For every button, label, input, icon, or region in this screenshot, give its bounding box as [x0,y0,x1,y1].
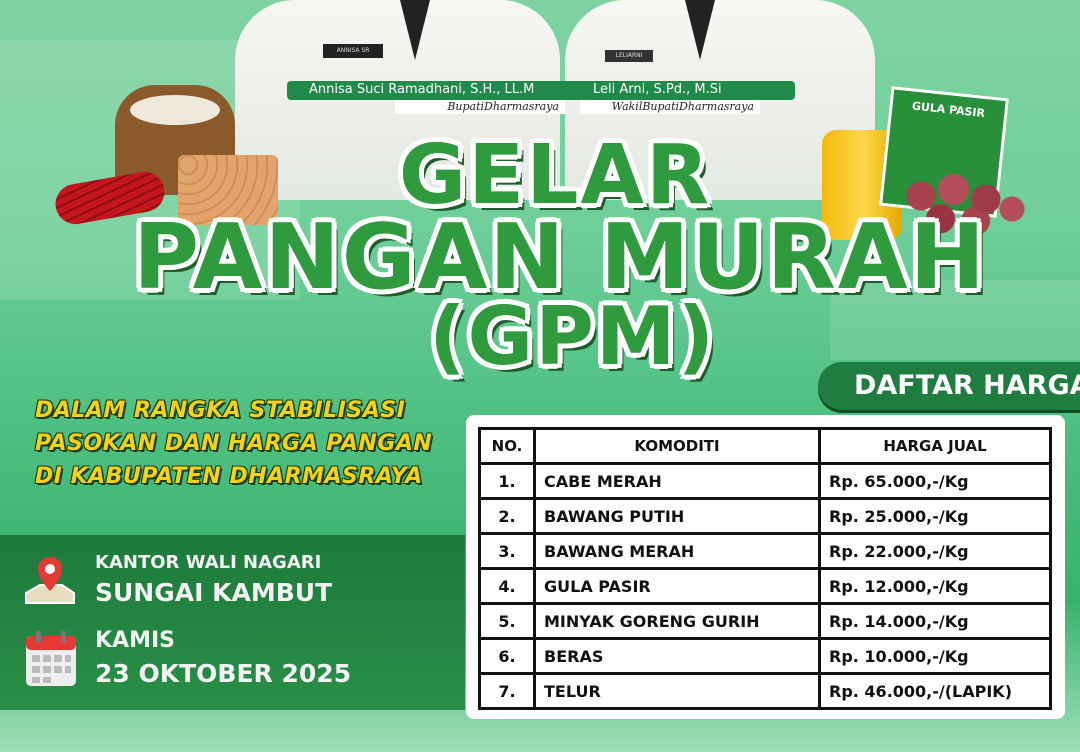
title-line-2: PANGAN MURAH [133,205,987,310]
col-header-price: HARGA JUAL [818,427,1052,465]
calendar-icon [26,631,76,686]
table-row: 6. BERAS Rp. 10.000,-/Kg [478,637,1052,675]
row-price: Rp. 10.000,-/Kg [818,637,1052,675]
official-title-1: BupatiDharmasraya [395,100,565,114]
row-commodity: TELUR [533,672,821,710]
table-row: 1. CABE MERAH Rp. 65.000,-/Kg [478,462,1052,500]
map-pin-icon [25,557,75,604]
row-no: 6. [478,637,536,675]
row-no: 7. [478,672,536,710]
location-label: KANTOR WALI NAGARI [95,552,322,573]
col-header-no: NO. [478,427,536,465]
location-place: SUNGAI KAMBUT [95,578,333,607]
event-day: KAMIS [95,628,175,653]
official-title-2: WakilBupatiDharmasraya [580,100,760,114]
table-row: 2. BAWANG PUTIH Rp. 25.000,-/Kg [478,497,1052,535]
row-commodity: CABE MERAH [533,462,821,500]
tagline-2: PASOKAN DAN HARGA PANGAN [35,431,433,456]
price-list-heading: DAFTAR HARGA [818,362,1080,410]
row-no: 3. [478,532,536,570]
row-commodity: GULA PASIR [533,567,821,605]
row-price: Rp. 22.000,-/Kg [818,532,1052,570]
title-line-1: GELAR [398,128,712,223]
row-commodity: BERAS [533,637,821,675]
row-commodity: MINYAK GORENG GURIH [533,602,821,640]
official-name-1: Annisa Suci Ramadhani, S.H., LL.M [309,82,535,97]
table-row: 7. TELUR Rp. 46.000,-/(LAPIK) [478,672,1052,710]
name-badge: ANNISA SR [323,44,383,58]
row-no: 2. [478,497,536,535]
row-no: 4. [478,567,536,605]
eggs-image [178,155,278,225]
tagline-3: DI KABUPATEN DHARMASRAYA [35,464,423,489]
background-building [830,280,1080,360]
table-header-row: NO. KOMODITI HARGA JUAL [478,427,1052,465]
row-no: 5. [478,602,536,640]
officials-banner [287,81,795,100]
sugar-pack-label: GULA PASIR [911,99,986,121]
name-badge: LELIARNI [605,50,653,62]
row-commodity: BAWANG PUTIH [533,497,821,535]
row-price: Rp. 14.000,-/Kg [818,602,1052,640]
event-info-panel [0,535,465,710]
row-price: Rp. 65.000,-/Kg [818,462,1052,500]
title-line-3: (GPM) [428,290,717,383]
event-date: 23 OKTOBER 2025 [95,659,352,688]
row-no: 1. [478,462,536,500]
col-header-commodity: KOMODITI [533,427,821,465]
row-price: Rp. 46.000,-/(LAPIK) [818,672,1052,710]
row-commodity: BAWANG MERAH [533,532,821,570]
shallots-image [895,170,1025,235]
table-row: 3. BAWANG MERAH Rp. 22.000,-/Kg [478,532,1052,570]
table-row: 4. GULA PASIR Rp. 12.000,-/Kg [478,567,1052,605]
price-table: NO. KOMODITI HARGA JUAL 1. CABE MERAH Rp. … [478,427,1052,710]
table-row: 5. MINYAK GORENG GURIH Rp. 14.000,-/Kg [478,602,1052,640]
official-name-2: Leli Arni, S.Pd., M.Si [593,82,722,97]
row-price: Rp. 25.000,-/Kg [818,497,1052,535]
tagline-1: DALAM RANGKA STABILISASI [35,398,406,423]
row-price: Rp. 12.000,-/Kg [818,567,1052,605]
